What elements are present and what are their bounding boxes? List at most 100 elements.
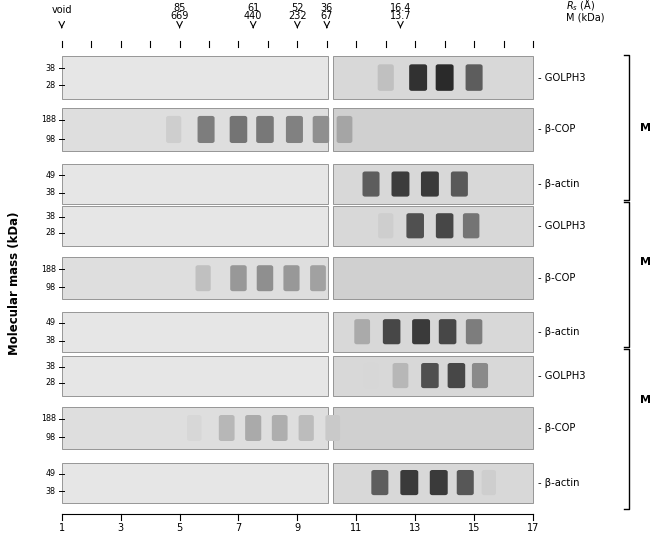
Text: 5: 5 [176,523,183,533]
FancyBboxPatch shape [363,171,380,196]
Text: - β-COP: - β-COP [538,125,575,134]
Text: 3: 3 [118,523,124,533]
Text: MDA-MB-231: MDA-MB-231 [640,395,650,405]
Text: - GOLPH3: - GOLPH3 [538,73,586,82]
FancyBboxPatch shape [196,265,211,291]
Bar [333,257,533,299]
FancyBboxPatch shape [245,415,261,441]
FancyBboxPatch shape [457,470,474,495]
FancyBboxPatch shape [166,116,181,143]
Text: - β-COP: - β-COP [538,423,575,433]
Text: 49: 49 [46,171,56,180]
Text: - β-actin: - β-actin [538,179,580,189]
Text: - GOLPH3: - GOLPH3 [538,371,586,380]
Bar [62,311,328,352]
Text: - β-COP: - β-COP [538,273,575,283]
FancyBboxPatch shape [286,116,303,143]
FancyBboxPatch shape [430,470,448,495]
Bar [62,108,328,151]
Text: 28: 28 [46,81,56,90]
FancyBboxPatch shape [378,213,393,239]
FancyBboxPatch shape [272,415,287,441]
FancyBboxPatch shape [256,116,274,143]
Text: MCF 10A: MCF 10A [640,124,650,133]
FancyBboxPatch shape [391,171,410,196]
Text: Molecular mass (kDa): Molecular mass (kDa) [8,212,21,355]
Text: 49: 49 [46,469,56,478]
Bar [62,56,328,99]
FancyBboxPatch shape [298,415,314,441]
Text: 49: 49 [46,318,56,327]
Text: 52: 52 [291,3,304,13]
Text: 28: 28 [46,228,56,238]
Bar [62,407,328,449]
FancyBboxPatch shape [482,470,496,495]
Text: 85: 85 [174,3,186,13]
FancyBboxPatch shape [326,415,340,441]
Text: 13: 13 [409,523,421,533]
FancyBboxPatch shape [383,319,400,345]
Text: 38: 38 [46,487,56,496]
Bar [62,206,328,246]
Text: 98: 98 [46,433,56,442]
Text: void: void [51,5,72,15]
FancyBboxPatch shape [465,64,482,91]
Bar [62,164,328,204]
FancyBboxPatch shape [371,470,388,495]
Bar [62,355,328,396]
FancyBboxPatch shape [198,116,214,143]
Text: 1: 1 [58,523,65,533]
Text: 61: 61 [247,3,259,13]
FancyBboxPatch shape [472,363,488,388]
Text: 38: 38 [46,336,56,345]
FancyBboxPatch shape [219,415,235,441]
Text: 7: 7 [235,523,242,533]
Text: 188: 188 [41,414,56,423]
Bar [62,462,328,503]
Text: 67: 67 [320,11,333,21]
Text: - GOLPH3: - GOLPH3 [538,221,586,231]
FancyBboxPatch shape [187,415,202,441]
FancyBboxPatch shape [400,470,418,495]
Text: 38: 38 [46,188,56,197]
Text: 98: 98 [46,135,56,143]
FancyBboxPatch shape [436,213,454,239]
Text: 28: 28 [46,378,56,387]
Bar [333,462,533,503]
Text: 232: 232 [288,11,307,21]
FancyBboxPatch shape [409,64,427,91]
FancyBboxPatch shape [354,319,370,345]
Bar [333,164,533,204]
FancyBboxPatch shape [448,363,465,388]
FancyBboxPatch shape [229,116,247,143]
Text: MCF7: MCF7 [640,257,650,267]
FancyBboxPatch shape [337,116,352,143]
Text: M (kDa): M (kDa) [566,12,604,22]
Text: $R_s$ (Å): $R_s$ (Å) [566,0,595,13]
FancyBboxPatch shape [421,363,439,388]
Bar [333,407,533,449]
FancyBboxPatch shape [466,319,482,345]
Text: 13.7: 13.7 [390,11,411,21]
Text: 38: 38 [46,362,56,371]
Text: 9: 9 [294,523,300,533]
Bar [333,108,533,151]
Bar [333,311,533,352]
FancyBboxPatch shape [421,171,439,196]
Bar [333,355,533,396]
Text: - β-actin: - β-actin [538,327,580,337]
Text: 17: 17 [526,523,539,533]
FancyBboxPatch shape [412,319,430,345]
Text: 15: 15 [468,523,480,533]
FancyBboxPatch shape [257,265,273,291]
Bar [333,206,533,246]
FancyBboxPatch shape [378,64,394,91]
Text: 188: 188 [41,264,56,273]
FancyBboxPatch shape [313,116,329,143]
FancyBboxPatch shape [439,319,456,345]
FancyBboxPatch shape [230,265,247,291]
FancyBboxPatch shape [393,363,408,388]
Text: 188: 188 [41,116,56,124]
FancyBboxPatch shape [364,363,378,388]
Text: 38: 38 [46,212,56,221]
